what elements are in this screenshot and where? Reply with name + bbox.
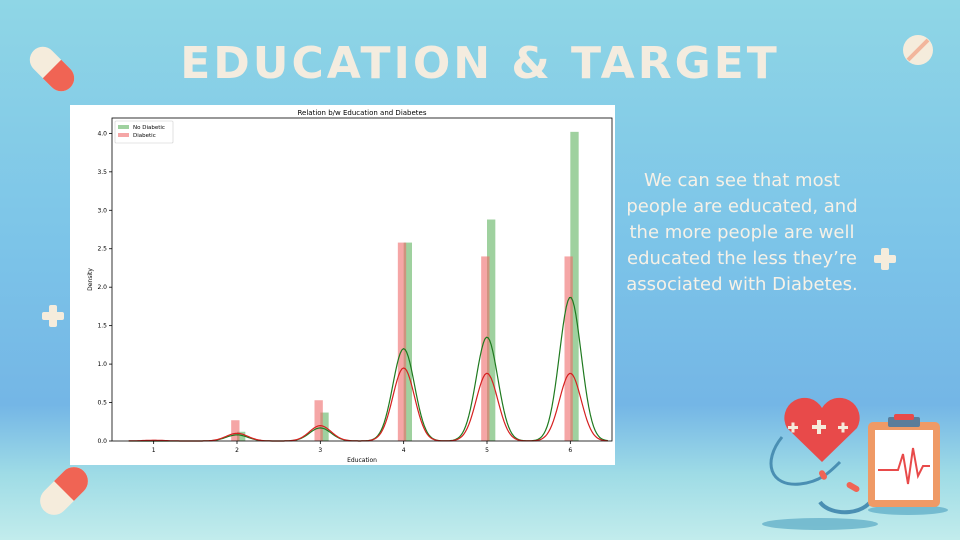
pill-icon [900, 32, 936, 72]
education-density-chart: 1 2 3 4 5 6 0.0 0.5 1.0 1.5 2.0 2.5 3.0 3.5 4.0 Relatio… [87, 109, 613, 464]
bar-diabetic [481, 256, 490, 441]
chart-title: Relation b/w Education and Diabetes [297, 109, 426, 117]
x-tick-label: 1 [152, 447, 156, 454]
y-tick-label: 1.0 [97, 361, 107, 368]
chart-panel: 1 2 3 4 5 6 0.0 0.5 1.0 1.5 2.0 2.5 3.0 3.5 4.0 Relatio… [70, 105, 615, 465]
bar-no-diabetic [403, 242, 412, 441]
slide-title: EDUCATION & TARGET [180, 38, 780, 89]
plus-icon [872, 246, 898, 276]
legend-label: No Diabetic [133, 125, 165, 131]
heart-icon [784, 397, 860, 462]
x-tick-label: 6 [568, 447, 572, 454]
clipboard-icon [868, 414, 940, 507]
y-tick-label: 0.0 [97, 438, 107, 445]
legend-swatch [118, 125, 129, 129]
x-tick-label: 5 [485, 447, 489, 454]
pill-icon [25, 38, 80, 104]
y-tick-label: 3.5 [97, 169, 107, 176]
legend-box [114, 120, 174, 144]
y-tick-label: 2.0 [97, 284, 107, 291]
bar-no-diabetic [237, 431, 246, 441]
bar-no-diabetic [570, 131, 579, 441]
y-tick-label: 0.5 [97, 400, 107, 407]
y-tick-label: 1.5 [97, 323, 107, 330]
y-tick-label: 4.0 [97, 130, 107, 137]
bar-diabetic [397, 242, 407, 441]
medical-illustration [760, 392, 950, 536]
y-tick-label: 2.5 [97, 246, 107, 253]
x-tick-label: 4 [402, 447, 406, 454]
bar-diabetic [564, 256, 573, 441]
legend-label: Diabetic [133, 133, 156, 139]
kde-line-no-diabetic [128, 296, 608, 442]
plus-icon [40, 303, 66, 333]
y-tick-label: 3.0 [97, 207, 107, 214]
stethoscope-icon [769, 436, 877, 515]
bar-diabetic [231, 420, 240, 441]
plot-frame [111, 117, 613, 442]
x-tick-label: 3 [318, 447, 322, 454]
y-axis-label: Density [87, 268, 94, 291]
kde-line-diabetic [128, 367, 608, 442]
bar-diabetic [314, 400, 323, 441]
bar-no-diabetic [487, 219, 496, 441]
x-axis-label: Education [347, 457, 377, 464]
x-tick-label: 2 [235, 447, 239, 454]
legend-swatch [118, 133, 129, 137]
pill-icon [30, 460, 98, 526]
description-text: We can see that most people are educated… [626, 170, 858, 295]
